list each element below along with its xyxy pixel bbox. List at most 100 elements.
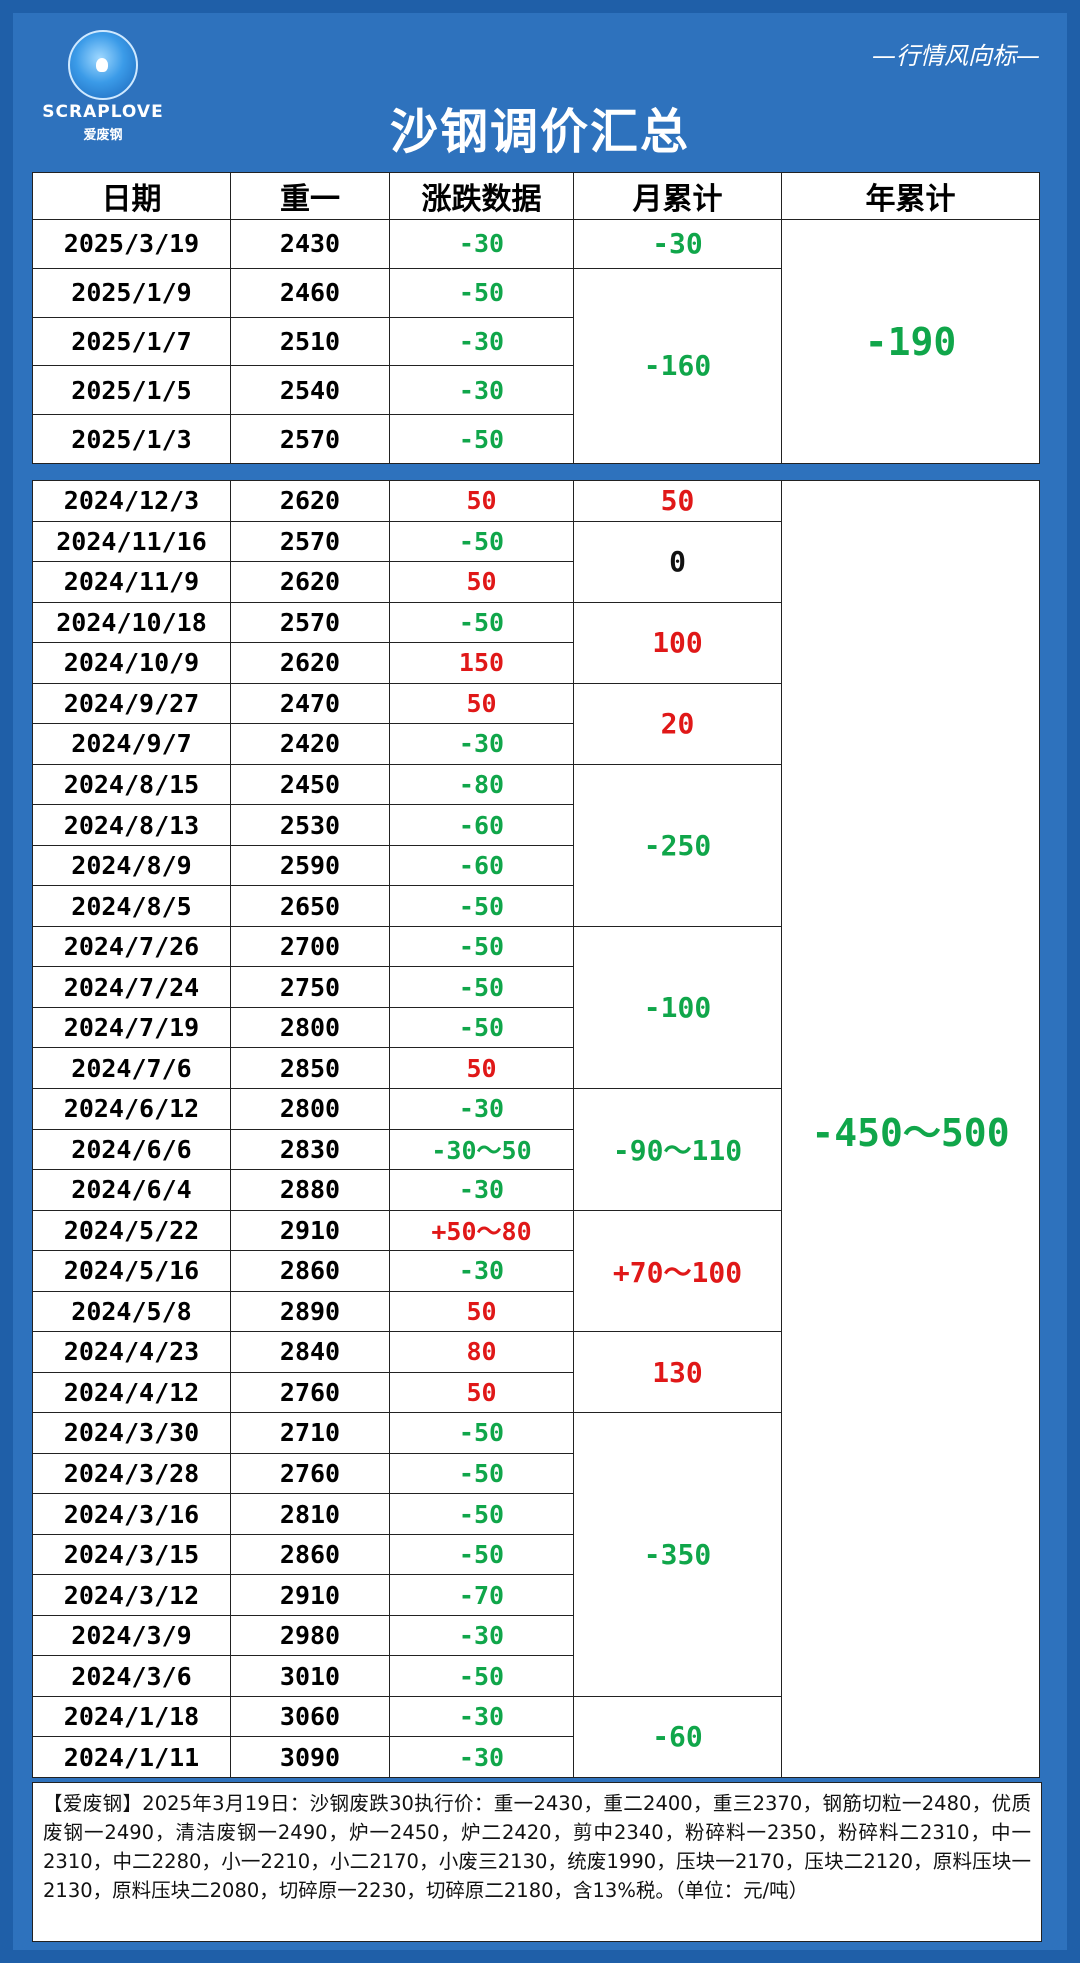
price-cell: 2880 xyxy=(230,1169,390,1211)
change-cell: -60 xyxy=(389,844,574,887)
price-cell: 2620 xyxy=(230,480,390,522)
price-cell: 2860 xyxy=(230,1250,390,1292)
price-cell: 2570 xyxy=(230,520,390,563)
table-row: 2025/1/9 2460 -50 -160 xyxy=(32,267,1040,465)
change-cell: -30 xyxy=(389,316,574,367)
date-cell: 2024/1/11 xyxy=(32,1736,231,1778)
table-header: 日期 重一 涨跌数据 月累计 年累计 xyxy=(32,172,1040,220)
date-cell: 2024/11/16 xyxy=(32,520,231,563)
price-cell: 2800 xyxy=(230,1006,390,1049)
change-cell: 80 xyxy=(389,1331,574,1373)
change-cell: -30 xyxy=(389,365,574,416)
date-cell: 2024/10/18 xyxy=(32,601,231,644)
logo-text: SCRAPLOVE xyxy=(42,102,164,122)
change-cell: 50 xyxy=(389,682,574,725)
table-row: 2024/4/23 2840 80 130 xyxy=(32,1331,1040,1414)
month-total-cell: 50 xyxy=(573,480,782,522)
table-row: 2024/12/3 2620 50 50 -450～500 xyxy=(32,480,1040,1778)
table-row: 2024/3/28 2760 -50 xyxy=(32,1452,1040,1495)
change-cell: -50 xyxy=(389,520,574,563)
change-cell: -30 xyxy=(389,1169,574,1211)
price-cell: 2570 xyxy=(230,414,390,464)
date-cell: 2024/6/6 xyxy=(32,1128,231,1171)
change-cell: -50 xyxy=(389,925,574,968)
scraplove-logo: SCRAPLOVE 爱废钢 xyxy=(38,30,168,143)
table-row: 2024/3/9 2980 -30 xyxy=(32,1614,1040,1657)
date-cell: 2024/8/5 xyxy=(32,885,231,927)
date-cell: 2024/1/18 xyxy=(32,1695,231,1738)
year-total-cell: -190 xyxy=(781,219,1040,464)
price-cell: 2760 xyxy=(230,1371,390,1414)
change-cell: -50 xyxy=(389,1412,574,1454)
month-total-cell: -30 xyxy=(573,219,782,269)
table-row: 2024/1/18 3060 -30 -60 xyxy=(32,1695,1040,1779)
change-cell: -70 xyxy=(389,1574,574,1616)
table-row: 2024/8/9 2590 -60 xyxy=(32,844,1040,887)
change-cell: -60 xyxy=(389,804,574,846)
header-price: 重一 xyxy=(230,172,390,220)
header-date: 日期 xyxy=(32,172,231,220)
change-cell: -50 xyxy=(389,885,574,927)
price-note: 【爱废钢】2025年3月19日：沙钢废跌30执行价：重一2430，重二2400，… xyxy=(32,1782,1042,1942)
date-cell: 2024/8/13 xyxy=(32,804,231,846)
table-row: 2024/5/16 2860 -30 xyxy=(32,1250,1040,1292)
month-total-cell: -100 xyxy=(573,925,782,1089)
price-cell: 2830 xyxy=(230,1128,390,1171)
date-cell: 2024/3/16 xyxy=(32,1493,231,1535)
table-row: 2024/6/6 2830 -30～50 xyxy=(32,1128,1040,1171)
date-cell: 2024/8/9 xyxy=(32,844,231,887)
date-cell: 2025/3/19 xyxy=(32,219,231,269)
date-cell: 2024/3/15 xyxy=(32,1533,231,1576)
price-cell: 2590 xyxy=(230,844,390,887)
table-2025: 日期 重一 涨跌数据 月累计 年累计 2025/3/19 2430 -30 -30 -1… xyxy=(32,172,1040,465)
price-cell: 2510 xyxy=(230,316,390,367)
table-row: 2024/6/4 2880 -30 xyxy=(32,1169,1040,1211)
date-cell: 2024/5/16 xyxy=(32,1250,231,1292)
table-row: 2025/1/7 2510 -30 xyxy=(32,316,1040,367)
table-row: 2024/10/18 2570 -50 100 xyxy=(32,601,1040,684)
price-cell: 2750 xyxy=(230,966,390,1008)
change-cell: +50～80 xyxy=(389,1209,574,1252)
price-cell: 2650 xyxy=(230,885,390,927)
change-cell: -30 xyxy=(389,1250,574,1292)
price-cell: 2910 xyxy=(230,1209,390,1252)
price-cell: 3060 xyxy=(230,1695,390,1738)
date-cell: 2024/7/19 xyxy=(32,1006,231,1049)
change-cell: -80 xyxy=(389,763,574,806)
table-row: 2024/11/9 2620 50 xyxy=(32,561,1040,603)
price-cell: 2980 xyxy=(230,1614,390,1657)
price-cell: 2450 xyxy=(230,763,390,806)
date-cell: 2025/1/9 xyxy=(32,267,231,318)
price-cell: 2810 xyxy=(230,1493,390,1535)
date-cell: 2024/9/27 xyxy=(32,682,231,725)
date-cell: 2025/1/7 xyxy=(32,316,231,367)
date-cell: 2024/4/12 xyxy=(32,1371,231,1414)
price-cell: 2840 xyxy=(230,1331,390,1373)
change-cell: 50 xyxy=(389,561,574,603)
month-total-cell: -60 xyxy=(573,1695,782,1779)
change-cell: -30～50 xyxy=(389,1128,574,1171)
page-title: 沙钢调价汇总 xyxy=(389,104,690,160)
table-row: 2024/7/24 2750 -50 xyxy=(32,966,1040,1008)
date-cell: 2024/6/12 xyxy=(32,1087,231,1130)
logo-subtitle: 爱废钢 xyxy=(83,128,123,143)
price-cell: 2530 xyxy=(230,804,390,846)
date-cell: 2024/3/30 xyxy=(32,1412,231,1454)
table-row: 2024/6/12 2800 -30 -90～110 xyxy=(32,1087,1040,1211)
date-cell: 2024/7/6 xyxy=(32,1047,231,1089)
change-cell: -50 xyxy=(389,414,574,464)
date-cell: 2024/3/28 xyxy=(32,1452,231,1495)
drop-icon xyxy=(96,58,108,72)
date-cell: 2024/7/24 xyxy=(32,966,231,1008)
table-row: 2024/8/15 2450 -80 -250 xyxy=(32,763,1040,927)
table-row: 2024/1/11 3090 -30 xyxy=(32,1736,1040,1778)
table-row: 2025/3/19 2430 -30 -30 -190 xyxy=(32,219,1040,464)
price-cell: 2710 xyxy=(230,1412,390,1454)
month-total-cell: 130 xyxy=(573,1331,782,1414)
price-cell: 2760 xyxy=(230,1452,390,1495)
change-cell: 50 xyxy=(389,480,574,522)
change-cell: 50 xyxy=(389,1290,574,1333)
change-cell: -30 xyxy=(389,1736,574,1778)
table-row: 2024/7/26 2700 -50 -100 xyxy=(32,925,1040,1089)
price-cell: 2850 xyxy=(230,1047,390,1089)
